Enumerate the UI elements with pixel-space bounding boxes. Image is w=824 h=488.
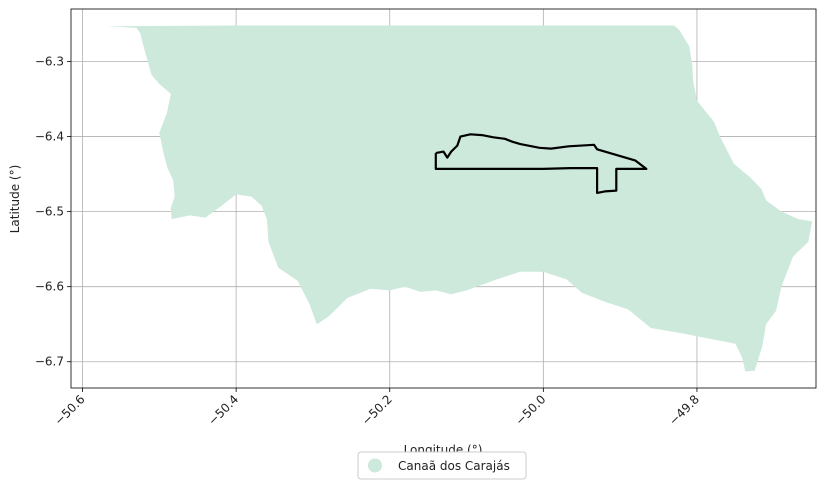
axes-frame <box>70 8 817 389</box>
legend-box <box>357 451 527 480</box>
y-tick-label: −6.4 <box>35 130 64 144</box>
y-tick-label: −6.5 <box>35 205 64 219</box>
highlight-outline <box>434 133 648 194</box>
legend-swatch <box>368 458 382 473</box>
municipality-shape[interactable] <box>106 25 813 372</box>
y-tick-label: −6.3 <box>35 55 64 69</box>
legend: Canaã dos Carajás <box>357 451 527 480</box>
y-axis-label: Latitude (°) <box>8 165 22 234</box>
y-tick-label: −6.6 <box>35 280 64 294</box>
legend-label: Canaã dos Carajás <box>398 459 510 473</box>
y-tick-label: −6.7 <box>35 355 64 369</box>
